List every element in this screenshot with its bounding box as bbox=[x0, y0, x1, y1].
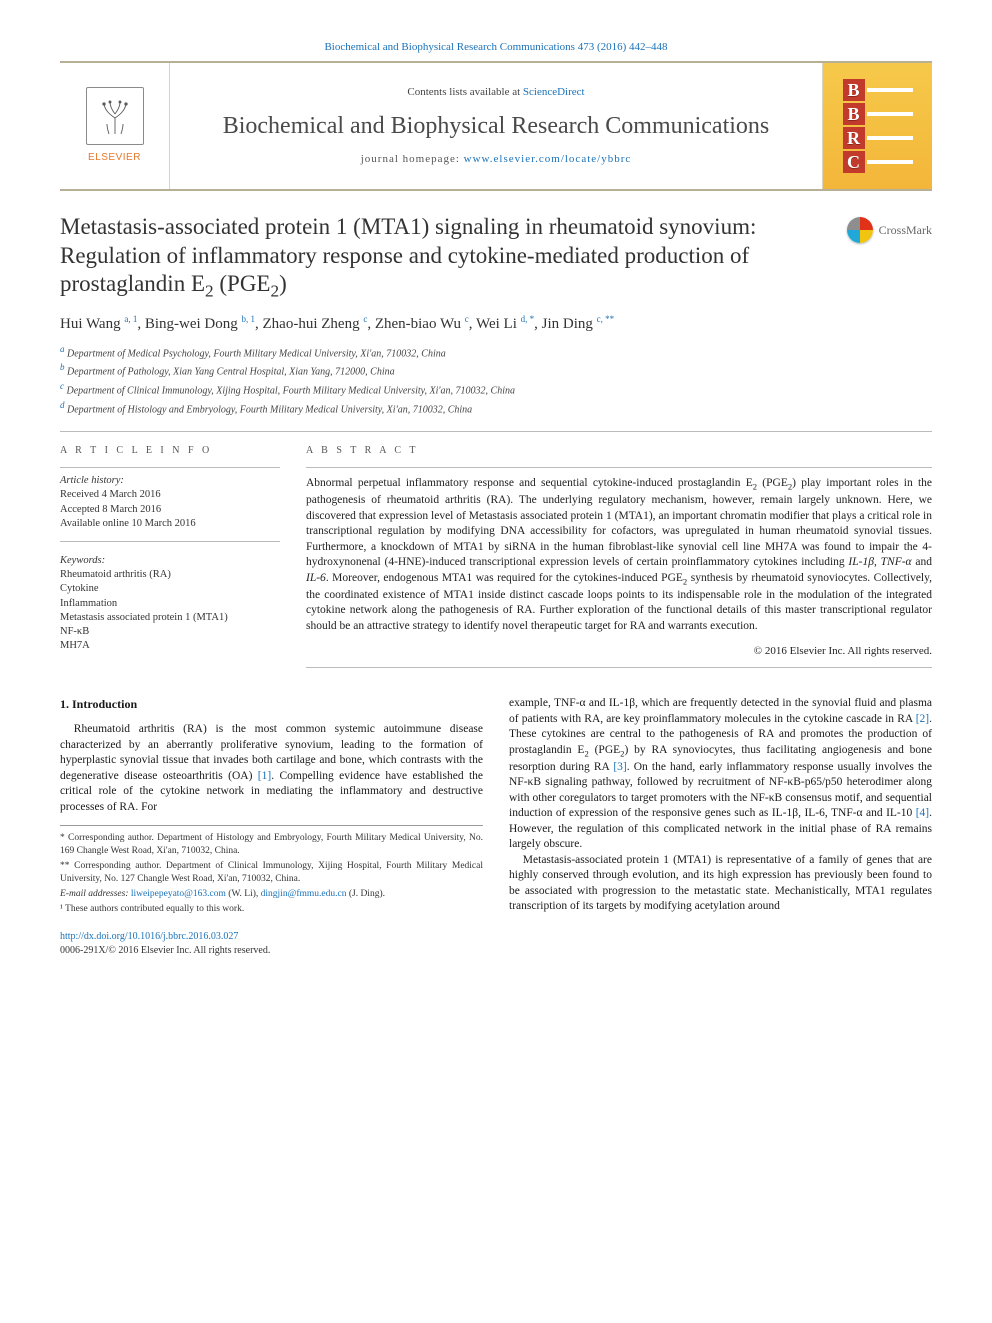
affiliation: c Department of Clinical Immunology, Xij… bbox=[60, 380, 932, 398]
affiliation: d Department of Histology and Embryology… bbox=[60, 399, 932, 417]
equal-contribution-note: ¹ These authors contributed equally to t… bbox=[60, 903, 483, 916]
keyword: Cytokine bbox=[60, 582, 280, 596]
bbrc-letter: R bbox=[843, 127, 865, 149]
cover-mini-icon bbox=[867, 112, 913, 116]
doi-link[interactable]: http://dx.doi.org/10.1016/j.bbrc.2016.03… bbox=[60, 931, 238, 942]
corresponding-note: ** Corresponding author. Department of C… bbox=[60, 860, 483, 886]
body-paragraph: example, TNF-α and IL-1β, which are freq… bbox=[509, 696, 932, 853]
affiliation: a Department of Medical Psychology, Four… bbox=[60, 343, 932, 361]
doi-block: http://dx.doi.org/10.1016/j.bbrc.2016.03… bbox=[60, 930, 932, 957]
cover-mini-icon bbox=[867, 136, 913, 140]
crossmark-badge[interactable]: CrossMark bbox=[847, 217, 932, 243]
crossmark-label: CrossMark bbox=[879, 222, 932, 238]
abstract-copyright: © 2016 Elsevier Inc. All rights reserved… bbox=[306, 644, 932, 659]
contents-line: Contents lists available at ScienceDirec… bbox=[407, 85, 584, 100]
keywords-label: Keywords: bbox=[60, 554, 280, 568]
article-body: 1. Introduction Rheumatoid arthritis (RA… bbox=[60, 696, 932, 916]
email-link[interactable]: dingjin@fmmu.edu.cn bbox=[261, 889, 347, 899]
crossmark-icon bbox=[847, 217, 873, 243]
email-who: (J. Ding). bbox=[349, 889, 385, 899]
history-label: Article history: bbox=[60, 474, 280, 488]
author-list: Hui Wang a, 1, Bing-wei Dong b, 1, Zhao-… bbox=[60, 313, 932, 335]
keyword: MH7A bbox=[60, 639, 280, 653]
body-paragraph: Metastasis-associated protein 1 (MTA1) i… bbox=[509, 853, 932, 915]
journal-homepage: journal homepage: www.elsevier.com/locat… bbox=[361, 152, 632, 167]
publisher-label: ELSEVIER bbox=[88, 151, 141, 165]
cover-mini-icon bbox=[867, 88, 913, 92]
affiliations: a Department of Medical Psychology, Four… bbox=[60, 343, 932, 417]
bbrc-letters: B B R C bbox=[843, 79, 913, 173]
journal-citation: Biochemical and Biophysical Research Com… bbox=[60, 40, 932, 55]
elsevier-tree-icon bbox=[86, 87, 144, 145]
bbrc-letter: B bbox=[843, 103, 865, 125]
article-info: A R T I C L E I N F O Article history: R… bbox=[60, 444, 280, 668]
email-link[interactable]: liweipepeyato@163.com bbox=[131, 889, 226, 899]
bbrc-letter: B bbox=[843, 79, 865, 101]
sciencedirect-link[interactable]: ScienceDirect bbox=[523, 86, 585, 98]
section-heading: 1. Introduction bbox=[60, 696, 483, 712]
email-label: E-mail addresses: bbox=[60, 889, 129, 899]
article-title: Metastasis-associated protein 1 (MTA1) s… bbox=[60, 213, 831, 303]
abstract: A B S T R A C T Abnormal perpetual infla… bbox=[306, 444, 932, 668]
journal-name: Biochemical and Biophysical Research Com… bbox=[223, 110, 770, 142]
affiliation: b Department of Pathology, Xian Yang Cen… bbox=[60, 361, 932, 379]
keyword: NF-κB bbox=[60, 625, 280, 639]
divider bbox=[60, 431, 932, 432]
corresponding-note: * Corresponding author. Department of Hi… bbox=[60, 832, 483, 858]
elsevier-logo: ELSEVIER bbox=[60, 63, 170, 189]
homepage-link[interactable]: www.elsevier.com/locate/ybbrc bbox=[464, 153, 632, 165]
cover-mini-icon bbox=[867, 160, 913, 164]
body-paragraph: Rheumatoid arthritis (RA) is the most co… bbox=[60, 722, 483, 815]
keyword: Metastasis associated protein 1 (MTA1) bbox=[60, 611, 280, 625]
email-who: (W. Li), bbox=[228, 889, 258, 899]
history-line: Accepted 8 March 2016 bbox=[60, 503, 280, 517]
journal-masthead: ELSEVIER Contents lists available at Sci… bbox=[60, 61, 932, 191]
keyword: Inflammation bbox=[60, 597, 280, 611]
history-line: Available online 10 March 2016 bbox=[60, 517, 280, 531]
abstract-text: Abnormal perpetual inflammatory response… bbox=[306, 476, 932, 634]
contents-prefix: Contents lists available at bbox=[407, 86, 522, 98]
article-info-heading: A R T I C L E I N F O bbox=[60, 444, 280, 458]
homepage-prefix: journal homepage: bbox=[361, 153, 464, 165]
journal-cover-icon: B B R C bbox=[822, 63, 932, 189]
abstract-heading: A B S T R A C T bbox=[306, 444, 932, 458]
issn-copyright: 0006-291X/© 2016 Elsevier Inc. All right… bbox=[60, 945, 270, 956]
masthead-center: Contents lists available at ScienceDirec… bbox=[170, 63, 822, 189]
history-line: Received 4 March 2016 bbox=[60, 488, 280, 502]
email-line: E-mail addresses: liweipepeyato@163.com … bbox=[60, 888, 483, 901]
bbrc-letter: C bbox=[843, 151, 865, 173]
footnotes: * Corresponding author. Department of Hi… bbox=[60, 825, 483, 915]
keyword: Rheumatoid arthritis (RA) bbox=[60, 568, 280, 582]
